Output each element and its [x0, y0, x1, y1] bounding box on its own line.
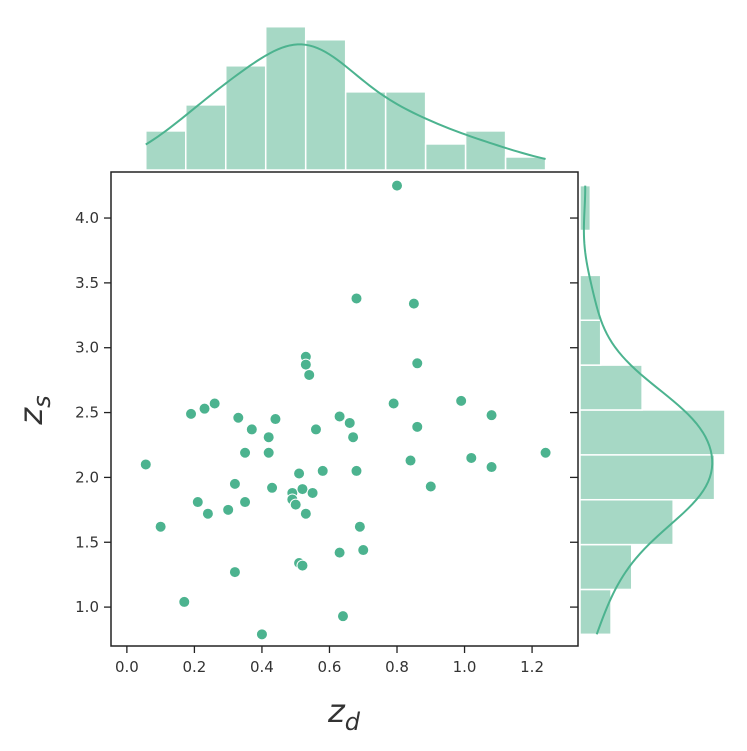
y-tick-label: 2.5: [75, 404, 99, 422]
point: [455, 394, 468, 407]
point: [198, 402, 211, 415]
point: [266, 481, 279, 494]
x-label-sub: d: [345, 708, 361, 736]
x-label-base: z: [327, 692, 346, 730]
x-tick-label: 0.4: [250, 658, 274, 676]
point: [407, 297, 420, 310]
hist-bar: [384, 91, 427, 171]
hist-bar: [264, 25, 307, 171]
hist-bar: [304, 38, 347, 171]
point: [222, 503, 235, 516]
hist-bar: [579, 498, 674, 546]
point: [178, 595, 191, 608]
point: [293, 467, 306, 480]
hist-bar: [185, 104, 227, 171]
point: [333, 546, 346, 559]
point: [316, 464, 329, 477]
point: [299, 507, 312, 520]
point: [269, 413, 282, 426]
y-tick-label: 4.0: [75, 209, 99, 227]
hist-bar: [145, 130, 187, 171]
point: [139, 458, 152, 471]
y-tick-label: 1.5: [75, 533, 99, 551]
point: [239, 446, 252, 459]
hist-bar: [579, 409, 726, 456]
x-tick-label: 0.8: [385, 658, 409, 676]
x-tick-label: 0.6: [318, 658, 342, 676]
point: [357, 544, 370, 557]
plot-frame: [110, 171, 579, 647]
point: [296, 483, 309, 496]
hist-bar: [579, 588, 612, 636]
x-tick-label: 0.0: [115, 658, 139, 676]
point: [347, 431, 360, 444]
point: [333, 410, 346, 423]
kde-curve: [145, 43, 546, 160]
y-tick-label: 3.0: [75, 339, 99, 357]
point: [350, 292, 363, 305]
hist-bar: [344, 91, 387, 171]
hist-bar: [504, 156, 547, 171]
hist-bar: [224, 65, 267, 171]
point: [485, 409, 498, 422]
point: [303, 368, 316, 381]
point: [424, 480, 437, 493]
point: [255, 628, 268, 641]
kde-curve: [582, 185, 714, 635]
y-label-sub: s: [28, 395, 56, 408]
point: [262, 431, 275, 444]
point: [391, 179, 404, 192]
y-tick-label: 1.0: [75, 598, 99, 616]
point: [232, 411, 245, 424]
point: [411, 357, 424, 370]
point: [239, 496, 252, 509]
point: [228, 566, 241, 579]
point: [309, 423, 322, 436]
point: [343, 416, 356, 429]
point: [539, 446, 552, 459]
point: [299, 358, 312, 371]
x-axis-label: zd: [327, 692, 361, 736]
y-label-base: z: [12, 407, 50, 426]
point: [185, 407, 198, 420]
x-tick-label: 1.2: [520, 658, 544, 676]
hist-bar: [579, 454, 716, 501]
point: [262, 446, 275, 459]
point: [228, 477, 241, 490]
point: [387, 397, 400, 410]
hist-bar: [424, 143, 467, 171]
x-tick-label: 1.0: [453, 658, 477, 676]
hist-bar: [579, 274, 602, 321]
y-tick-label: 3.5: [75, 274, 99, 292]
point: [245, 423, 258, 436]
point: [306, 486, 319, 499]
point: [191, 496, 204, 509]
x-tick-label: 0.2: [182, 658, 206, 676]
point: [485, 461, 498, 474]
point: [201, 507, 214, 520]
point: [208, 397, 221, 410]
hist-bar: [579, 319, 602, 366]
y-tick-label: 2.0: [75, 468, 99, 486]
point: [296, 559, 309, 572]
point: [289, 498, 302, 511]
hist-bar: [579, 364, 643, 411]
point: [154, 520, 167, 533]
point: [350, 464, 363, 477]
point: [336, 610, 349, 623]
point: [465, 451, 478, 464]
point: [404, 454, 417, 467]
point: [353, 520, 366, 533]
y-axis-label: zs: [12, 395, 56, 425]
point: [411, 420, 424, 433]
hist-bar: [579, 543, 633, 591]
